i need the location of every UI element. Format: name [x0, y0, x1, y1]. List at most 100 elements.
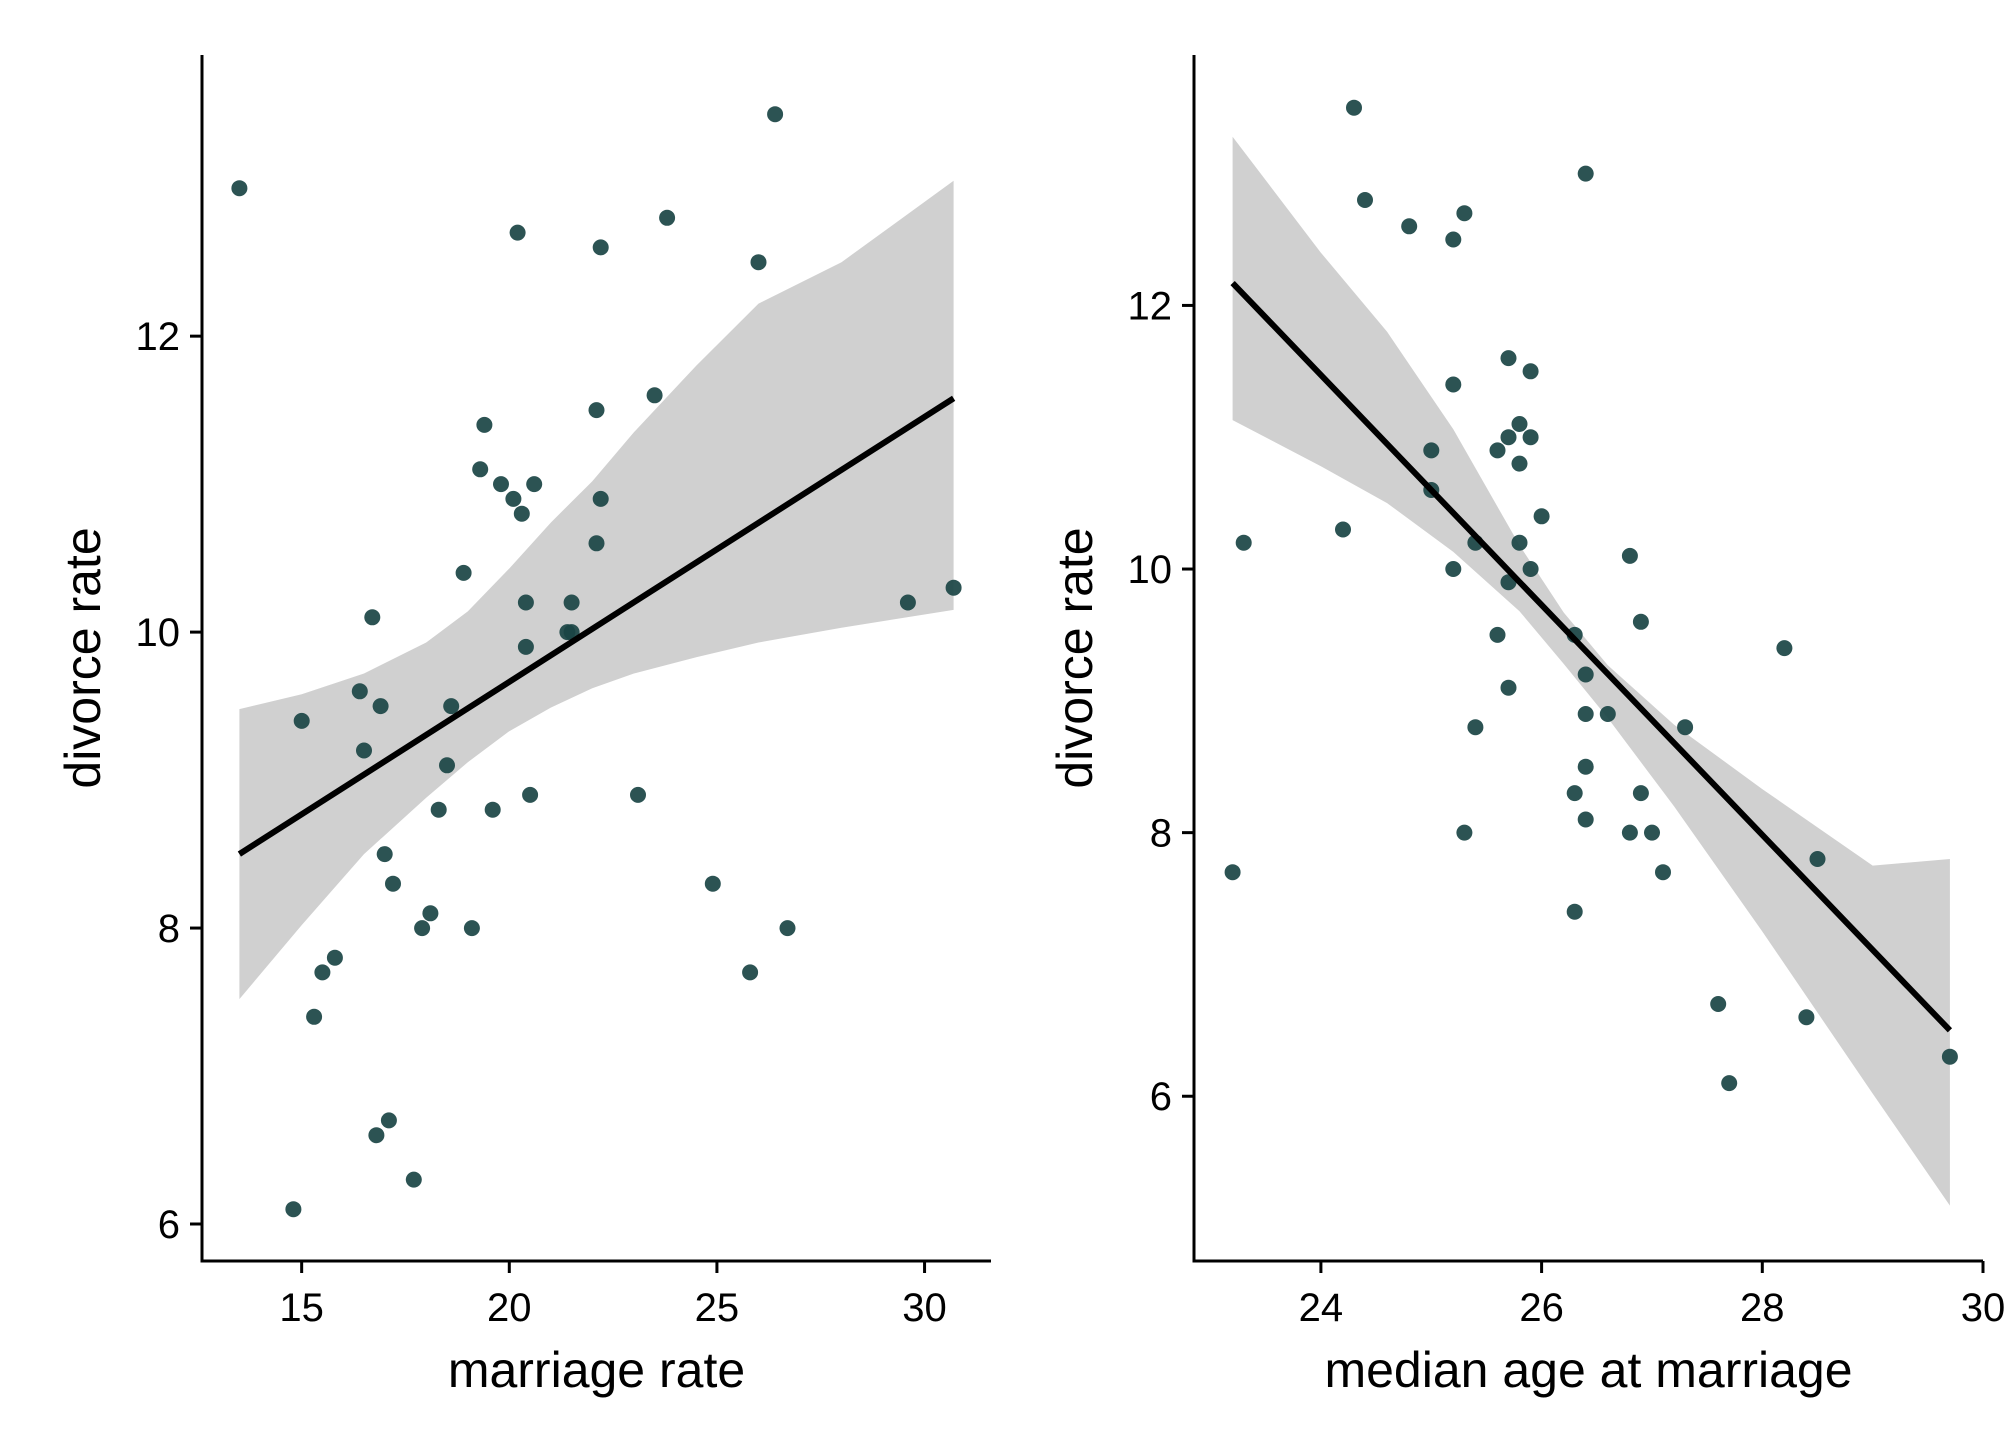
data-point [522, 786, 539, 803]
data-point [505, 490, 522, 507]
data-point [1721, 1075, 1738, 1092]
data-point [376, 846, 393, 863]
data-point [405, 1171, 422, 1188]
data-point [1522, 363, 1539, 380]
data-point [1500, 350, 1517, 367]
x-tick-label: 30 [902, 1286, 947, 1330]
y-tick-label: 8 [158, 907, 180, 951]
data-point [1577, 758, 1594, 775]
right-panel-median-age: 24 26 28 30 6 8 10 12 median age at marriage divo… [1047, 55, 2005, 1398]
x-tick-label: 30 [1961, 1286, 2006, 1330]
regression-line [1230, 280, 1953, 1033]
data-point [563, 594, 580, 611]
data-point [351, 683, 368, 700]
y-tick-label: 6 [158, 1203, 180, 1247]
y-tick-label: 8 [1150, 812, 1172, 856]
data-point [422, 905, 439, 922]
data-point [1566, 903, 1583, 920]
x-axis-title: marriage rate [448, 1342, 745, 1398]
data-point [1776, 640, 1793, 657]
data-point [1423, 442, 1440, 459]
data-point [439, 757, 455, 774]
data-point [1445, 376, 1462, 393]
data-point [1577, 706, 1594, 722]
data-point [285, 1201, 302, 1218]
data-point [1655, 864, 1671, 881]
data-point [588, 402, 605, 419]
data-point [1456, 205, 1473, 222]
data-point [1621, 824, 1638, 841]
data-point [306, 1008, 323, 1025]
data-point [1710, 996, 1727, 1012]
data-point [899, 594, 916, 611]
data-point [1644, 824, 1660, 841]
data-point [476, 416, 493, 433]
data-point [1621, 547, 1638, 564]
data-point [1677, 719, 1694, 736]
x-tick-label: 28 [1740, 1286, 1785, 1330]
left-panel-marriage-rate: 15 20 25 30 6 8 10 12 marriage rate divorce rate [55, 55, 991, 1398]
data-point [372, 698, 389, 715]
data-point [779, 920, 796, 937]
data-point [364, 609, 381, 626]
data-point [293, 712, 310, 729]
data-point [1577, 666, 1594, 683]
y-tick-label: 12 [136, 315, 181, 359]
data-point [1445, 231, 1462, 248]
data-point [380, 1112, 397, 1129]
data-point [1335, 521, 1351, 538]
data-point [704, 875, 721, 892]
data-point [659, 209, 676, 226]
data-point [1599, 706, 1616, 722]
data-point [1467, 719, 1484, 736]
data-point [430, 801, 447, 818]
data-point [1798, 1009, 1815, 1026]
data-point [1522, 561, 1539, 577]
data-point [1522, 429, 1539, 446]
data-point [368, 1127, 385, 1144]
data-point [1577, 165, 1594, 182]
data-point [750, 254, 767, 271]
x-axis-title: median age at marriage [1324, 1342, 1852, 1398]
data-point [767, 106, 784, 123]
data-point [1489, 442, 1506, 459]
data-point [314, 964, 331, 981]
data-point [1632, 613, 1649, 630]
data-point [1346, 99, 1362, 116]
data-point [463, 920, 480, 937]
data-point [356, 742, 372, 759]
confidence-band [239, 180, 954, 1000]
y-axis-title: divorce rate [55, 527, 111, 788]
data-point [472, 461, 489, 478]
data-point [588, 535, 605, 552]
data-point [1500, 429, 1517, 446]
data-point [1224, 864, 1241, 881]
data-point [517, 594, 534, 611]
data-point [484, 801, 501, 818]
data-point [513, 505, 530, 522]
regression-line [237, 395, 956, 857]
y-tick-label: 6 [1150, 1075, 1172, 1119]
x-tick-label: 24 [1299, 1286, 1344, 1330]
y-axis-title: divorce rate [1047, 527, 1103, 788]
x-tick-label: 25 [695, 1286, 740, 1330]
y-tick-label: 12 [1128, 284, 1173, 328]
y-tick-label: 10 [1128, 548, 1173, 592]
data-point [1489, 626, 1506, 643]
data-point [1235, 534, 1252, 551]
data-point [1511, 534, 1528, 551]
data-point [592, 490, 609, 507]
data-point [414, 920, 431, 937]
data-point [1566, 785, 1583, 802]
data-point [1445, 561, 1462, 577]
data-point [1809, 851, 1826, 867]
data-point [1533, 508, 1550, 525]
data-point [592, 239, 609, 256]
data-point [326, 949, 343, 966]
data-point [526, 476, 543, 493]
data-point [1632, 785, 1649, 802]
data-point [742, 964, 759, 981]
data-point [630, 786, 646, 803]
y-tick-label: 10 [136, 611, 181, 655]
